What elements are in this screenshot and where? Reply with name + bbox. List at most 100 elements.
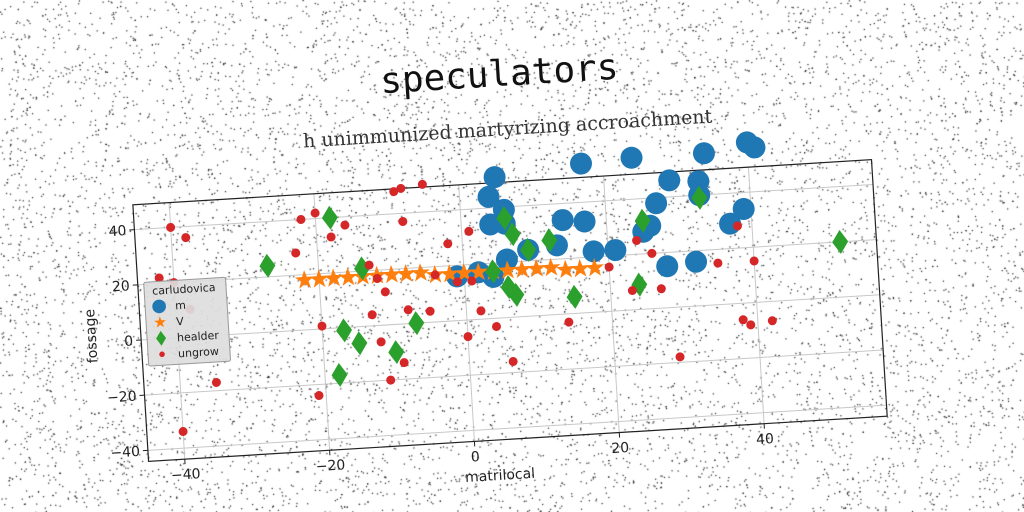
data-point-m: [658, 169, 681, 192]
legend-marker-m: [152, 299, 166, 314]
data-point-healder: [331, 362, 348, 387]
data-point-m: [685, 250, 708, 273]
data-point-healder: [631, 272, 648, 297]
data-point-healder: [832, 229, 849, 254]
data-point-ungrow: [396, 183, 406, 193]
data-point-ungrow: [430, 270, 440, 280]
data-point-healder: [504, 222, 521, 247]
data-point-m: [620, 146, 643, 169]
data-point-m: [645, 192, 668, 215]
legend-label-V: V: [176, 315, 185, 328]
data-point-ungrow: [296, 214, 306, 224]
data-point-V: [526, 258, 546, 278]
data-point-ungrow: [467, 276, 477, 286]
y-tick-label: 0: [124, 333, 134, 350]
data-point-healder: [354, 256, 371, 281]
data-point-ungrow: [181, 233, 191, 243]
plot-group: −40 −20 0 20 40 −40 −20 0 20 40 matrilocal fossag…: [82, 131, 888, 486]
legend-title: carludovica: [152, 281, 216, 298]
data-point-ungrow: [372, 273, 382, 283]
data-point-V: [541, 257, 561, 277]
data-point-healder: [259, 253, 276, 278]
x-tick-label: 20: [611, 440, 630, 457]
data-point-healder: [566, 284, 583, 309]
data-point-ungrow: [398, 217, 408, 227]
data-point-ungrow: [767, 316, 777, 326]
data-point-ungrow: [463, 332, 473, 342]
legend-label-healder: healder: [177, 329, 220, 345]
y-tick-label: −20: [107, 389, 137, 407]
chart-subtitle: h unimmunized martyrizing accroachment: [302, 106, 713, 153]
axis-ticks: −40 −20 0 20 40 −40 −20 0 20 40: [107, 223, 775, 484]
data-point-m: [573, 210, 596, 233]
data-point-ungrow: [491, 322, 501, 332]
x-axis-label: matrilocal: [465, 466, 536, 486]
data-point-ungrow: [604, 262, 614, 272]
data-point-healder: [351, 331, 368, 356]
data-point-ungrow: [417, 179, 427, 189]
legend-marker-V: [154, 316, 166, 328]
data-point-ungrow: [364, 260, 374, 270]
data-point-V: [556, 259, 575, 279]
data-point-ungrow: [340, 220, 350, 230]
data-point-V: [381, 264, 401, 284]
data-point-V: [454, 263, 474, 282]
data-point-healder: [634, 208, 651, 233]
data-point-ungrow: [291, 248, 301, 258]
data-point-ungrow: [632, 235, 642, 245]
data-point-ungrow: [564, 317, 574, 327]
data-point-V: [323, 268, 343, 287]
data-point-ungrow: [675, 352, 685, 362]
data-point-V: [570, 258, 590, 278]
data-point-V: [410, 263, 430, 282]
data-point-m: [477, 185, 500, 208]
data-point-ungrow: [326, 232, 336, 242]
y-axis-label: fossage: [82, 309, 101, 364]
data-point-ungrow: [380, 287, 390, 297]
legend-marker-healder: [156, 330, 167, 346]
data-point-ungrow: [376, 337, 386, 347]
data-point-ungrow: [452, 277, 462, 287]
y-tick-label: 20: [112, 278, 131, 295]
data-point-healder: [520, 237, 537, 262]
data-point-ungrow: [627, 286, 637, 296]
data-point-m: [656, 255, 679, 278]
data-point-healder: [408, 311, 425, 336]
y-tick-label: −40: [110, 444, 140, 462]
data-point-ungrow: [749, 256, 759, 266]
y-grid-line: [141, 294, 880, 341]
data-point-ungrow: [732, 221, 742, 231]
data-marks: [154, 131, 849, 437]
x-tick-label: 0: [470, 449, 480, 466]
data-point-m: [495, 248, 518, 271]
data-point-healder: [541, 228, 558, 253]
data-point-ungrow: [476, 306, 486, 316]
legend-label-ungrow: ungrow: [178, 345, 220, 360]
data-point-V: [396, 263, 416, 283]
data-point-ungrow: [425, 306, 435, 316]
data-point-V: [439, 264, 459, 283]
data-point-ungrow: [310, 208, 320, 218]
data-point-ungrow: [178, 427, 188, 437]
data-point-ungrow: [166, 222, 176, 232]
data-point-ungrow: [386, 375, 396, 385]
data-point-healder: [388, 340, 405, 365]
data-point-ungrow: [314, 391, 324, 401]
x-tick-label: −20: [315, 457, 345, 475]
legend-marker-ungrow: [159, 351, 165, 358]
y-tick-label: 40: [108, 223, 127, 240]
data-point-V: [468, 262, 488, 281]
data-point-V: [294, 270, 314, 289]
data-point-V: [338, 267, 358, 286]
data-point-m: [692, 142, 715, 165]
data-point-m: [551, 209, 574, 232]
data-point-ungrow: [317, 321, 327, 331]
data-point-healder: [485, 259, 502, 284]
data-point-m: [604, 239, 627, 262]
data-point-V: [309, 269, 329, 288]
data-point-ungrow: [211, 377, 221, 387]
data-point-healder: [508, 282, 525, 307]
x-tick-label: 40: [756, 431, 775, 448]
